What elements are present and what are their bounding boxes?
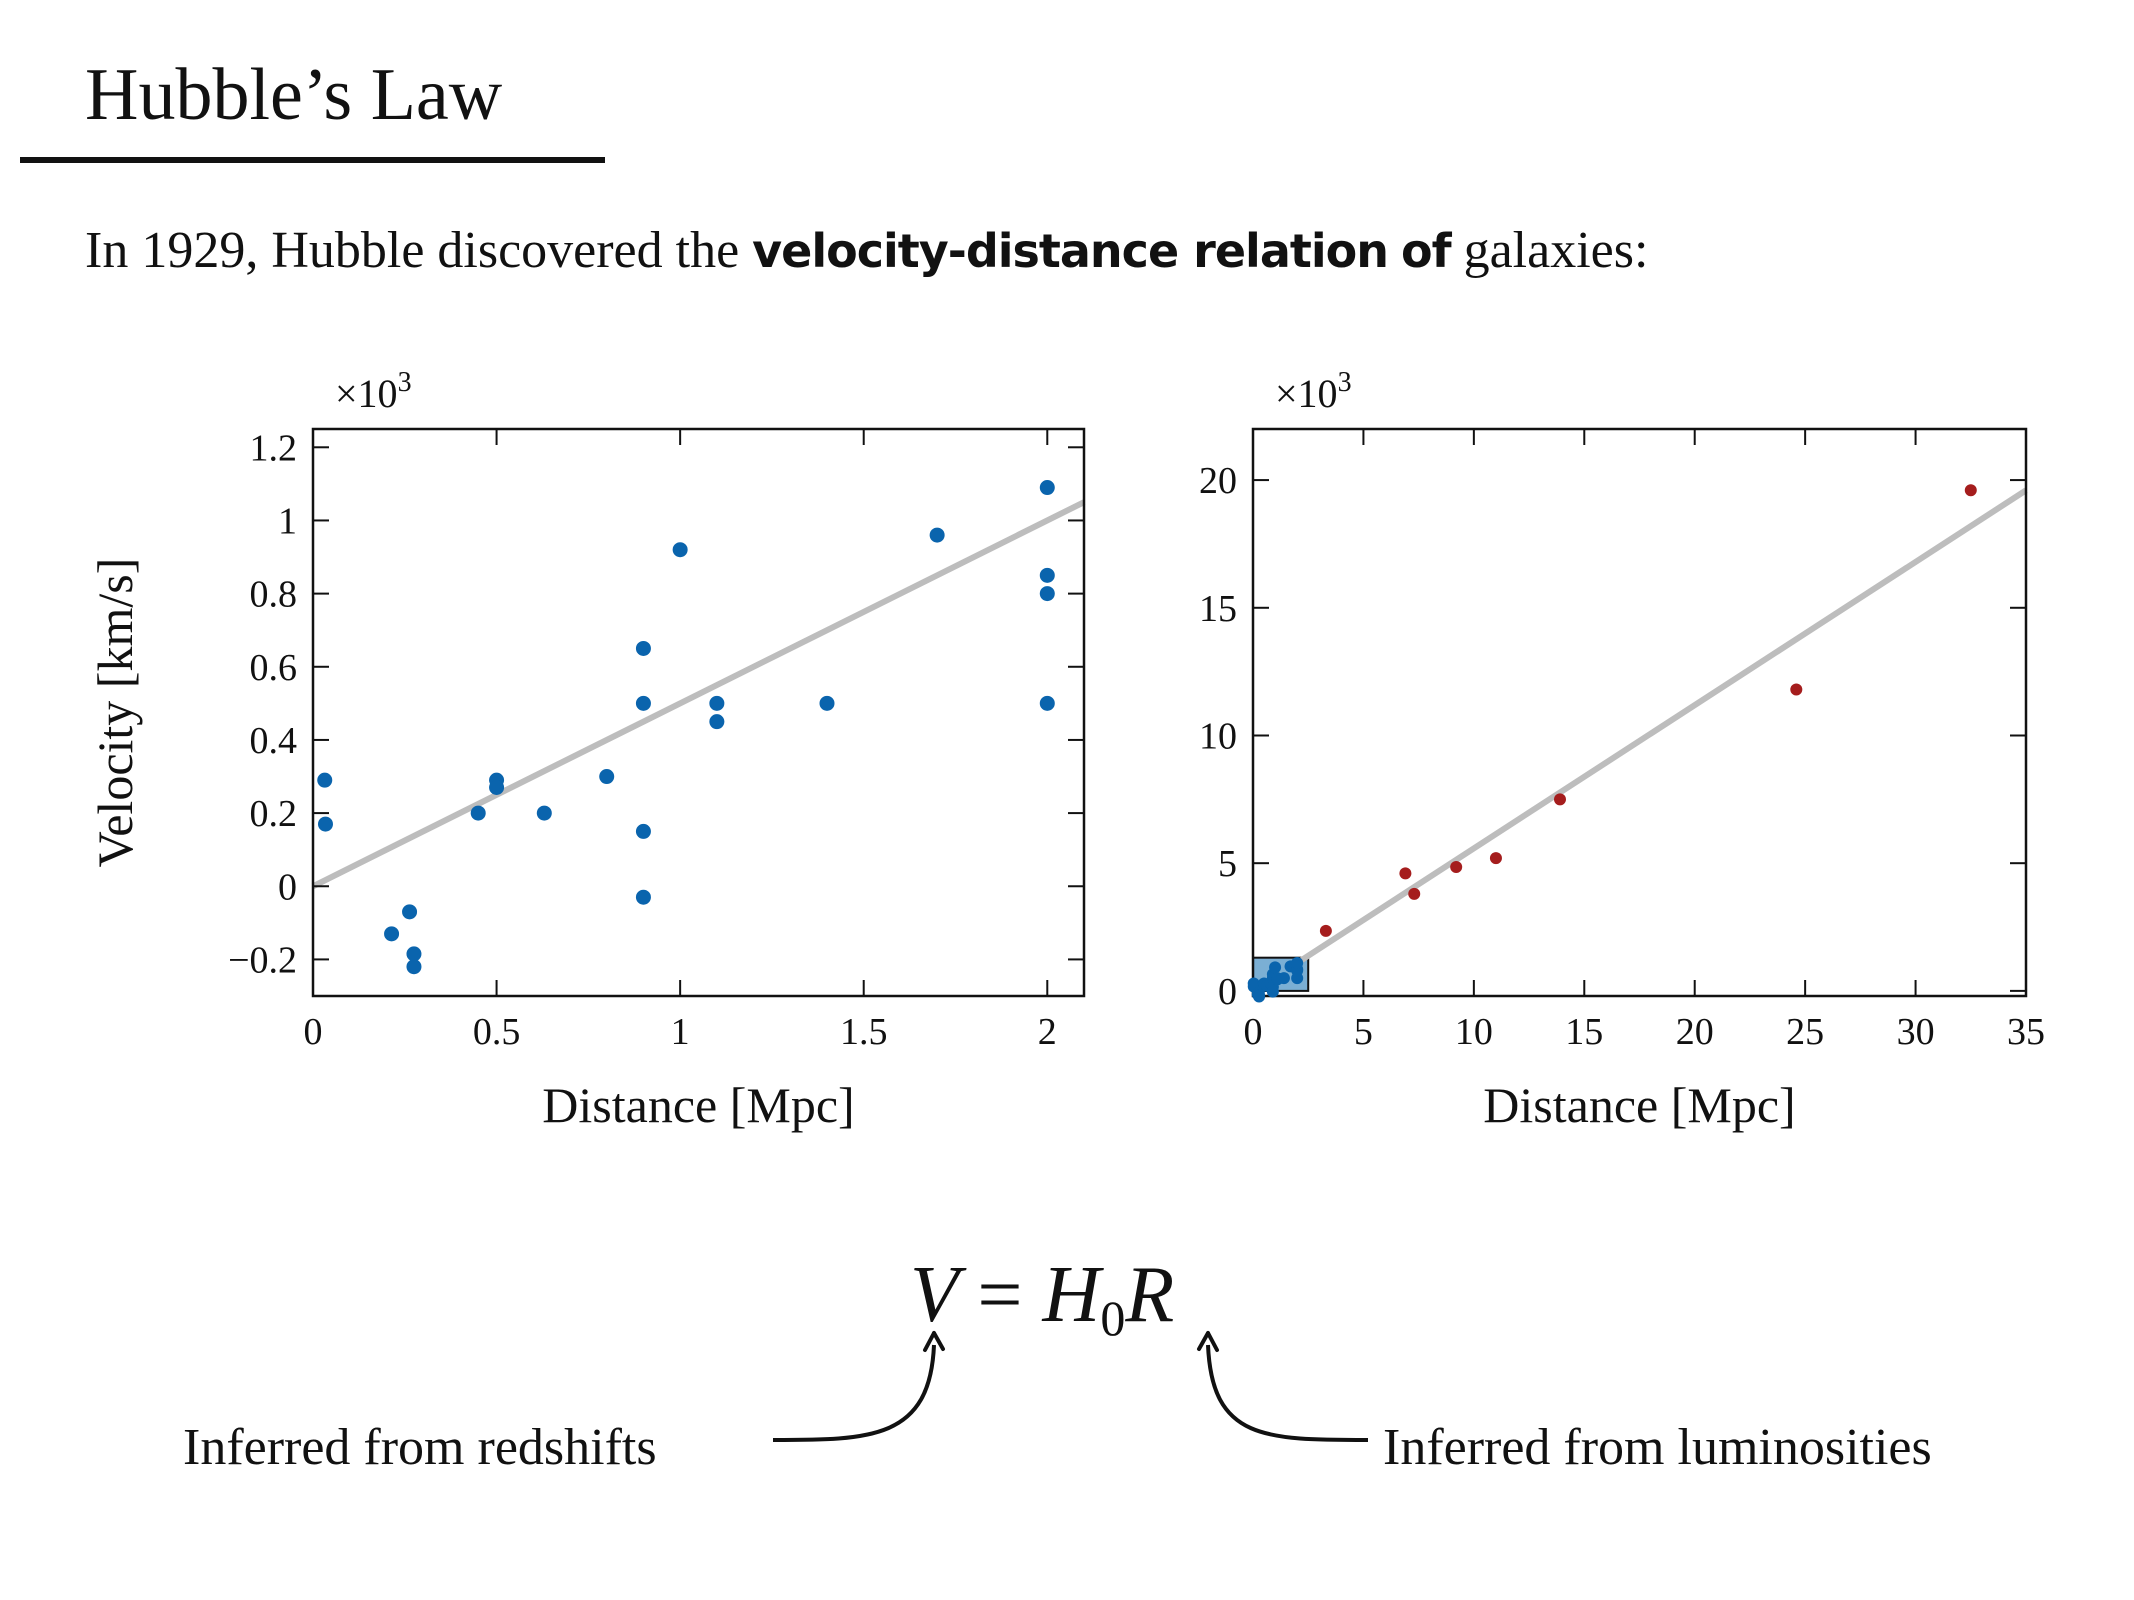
data-point-series-1 [1450, 861, 1463, 874]
y-tick-label: 20 [1199, 460, 1237, 502]
data-point-series-0 [384, 926, 400, 942]
slide-title: Hubble’s Law [85, 54, 503, 136]
data-point-series-0 [406, 959, 422, 975]
y-axis-label: Velocity [km/s] [87, 558, 143, 868]
y-tick-label: 5 [1218, 843, 1237, 885]
data-point-series-0 [672, 542, 688, 558]
y-tick-label: −0.2 [228, 939, 297, 981]
intro-before: In 1929, Hubble discovered the [85, 222, 740, 279]
x-tick-label: 0 [1244, 1011, 1263, 1053]
y-tick-label: 0 [1218, 971, 1237, 1013]
data-point-series-0 [317, 772, 333, 788]
plot-frame [1251, 427, 2028, 998]
x-axis-label: Distance [Mpc] [542, 1077, 854, 1133]
y-multiplier-exponent: 3 [1338, 367, 1352, 398]
equation-sub: 0 [1100, 1290, 1126, 1346]
data-point-series-0 [709, 695, 725, 711]
intro-mid: of [1400, 224, 1452, 278]
data-point-series-0 [1039, 695, 1055, 711]
intro-text: In 1929, Hubble discovered the velocity-… [85, 222, 1648, 279]
data-point-series-0 [635, 889, 651, 905]
data-point-series-1 [1964, 484, 1977, 497]
data-point-series-0 [489, 779, 505, 795]
data-point-series-0 [1277, 972, 1290, 985]
x-tick-label: 0.5 [473, 1011, 521, 1053]
x-tick-label: 30 [1897, 1011, 1935, 1053]
data-point-series-0 [1039, 480, 1055, 496]
data-point-series-0 [1291, 957, 1304, 970]
label-luminosities: Inferred from luminosities [1383, 1419, 1932, 1476]
y-multiplier: ×103 [1275, 367, 1352, 416]
x-tick-label: 10 [1455, 1011, 1493, 1053]
data-point-series-0 [635, 695, 651, 711]
y-tick-label: 10 [1199, 715, 1237, 757]
arrowhead-left [923, 1331, 945, 1352]
data-point-series-0 [929, 527, 945, 543]
x-tick-label: 0 [304, 1011, 323, 1053]
x-tick-label: 2 [1038, 1011, 1057, 1053]
x-tick-label: 35 [2007, 1011, 2045, 1053]
arrow-from-right-label [1206, 1344, 1369, 1442]
equation-arrows [772, 1331, 1369, 1442]
data-point-series-0 [406, 946, 422, 962]
data-point-series-1 [1319, 924, 1332, 937]
plot-frame [311, 427, 1086, 998]
data-point-series-1 [1489, 852, 1502, 865]
equation-equals: = [977, 1251, 1023, 1339]
data-point-series-1 [1790, 683, 1803, 696]
y-tick-label: 1 [278, 500, 297, 542]
y-tick-label: 0.6 [250, 647, 298, 689]
y-tick-label: 0.2 [250, 793, 298, 835]
data-point-series-0 [317, 816, 333, 832]
x-axis-label: Distance [Mpc] [1483, 1077, 1795, 1133]
data-point-series-0 [1039, 567, 1055, 583]
y-multiplier-base: ×10 [335, 371, 398, 416]
equation-r: R [1125, 1251, 1175, 1339]
data-point-series-0 [402, 904, 418, 920]
arrowhead-right [1197, 1331, 1219, 1352]
data-point-series-0 [470, 805, 486, 821]
x-tick-label: 20 [1676, 1011, 1714, 1053]
data-point-series-0 [1266, 985, 1279, 998]
data-point-series-0 [1253, 990, 1266, 1003]
data-point-series-0 [599, 769, 615, 785]
hubble-equation: V = H0R [910, 1250, 1174, 1347]
y-multiplier-base: ×10 [1275, 371, 1338, 416]
y-tick-label: 0.8 [250, 574, 298, 616]
x-tick-label: 1.5 [840, 1011, 888, 1053]
y-tick-label: 1.2 [250, 427, 298, 469]
label-redshifts: Inferred from redshifts [183, 1419, 657, 1476]
arrow-from-left-label [772, 1344, 936, 1442]
y-tick-label: 15 [1199, 588, 1237, 630]
intro-bold: velocity-distance relation [752, 224, 1389, 278]
data-point-series-1 [1408, 887, 1421, 900]
y-tick-label: 0 [278, 866, 297, 908]
fit-line [1297, 487, 2028, 965]
intro-after: galaxies: [1463, 222, 1649, 279]
data-point-series-1 [1399, 867, 1412, 880]
data-point-series-0 [1039, 586, 1055, 602]
x-tick-label: 1 [671, 1011, 690, 1053]
x-tick-label: 25 [1786, 1011, 1824, 1053]
data-point-series-1 [1553, 793, 1566, 806]
fit-line [311, 499, 1086, 889]
equation-h: H [1042, 1251, 1101, 1339]
equation-v: V [910, 1251, 958, 1339]
y-tick-label: 0.4 [250, 720, 298, 762]
data-point-series-0 [536, 805, 552, 821]
data-point-series-0 [819, 695, 835, 711]
chart-velocity-distance-extended: 0 5 10 15 20 25 30 35 0 5 10 15 20 ×103 Distance [Mpc] [1199, 367, 2045, 1133]
data-point-series-0 [635, 640, 651, 656]
data-point-series-0 [1269, 961, 1282, 974]
y-multiplier-exponent: 3 [398, 367, 412, 398]
data-point-series-0 [635, 823, 651, 839]
data-point-series-0 [709, 714, 725, 730]
title-underline [20, 157, 605, 163]
x-tick-label: 15 [1565, 1011, 1603, 1053]
y-multiplier: ×103 [335, 367, 412, 416]
chart-velocity-distance-1929: 0 0.5 1 1.5 2−0.200.20.40.60.811.2×103Distan… [87, 367, 1086, 1133]
x-tick-label: 5 [1354, 1011, 1373, 1053]
